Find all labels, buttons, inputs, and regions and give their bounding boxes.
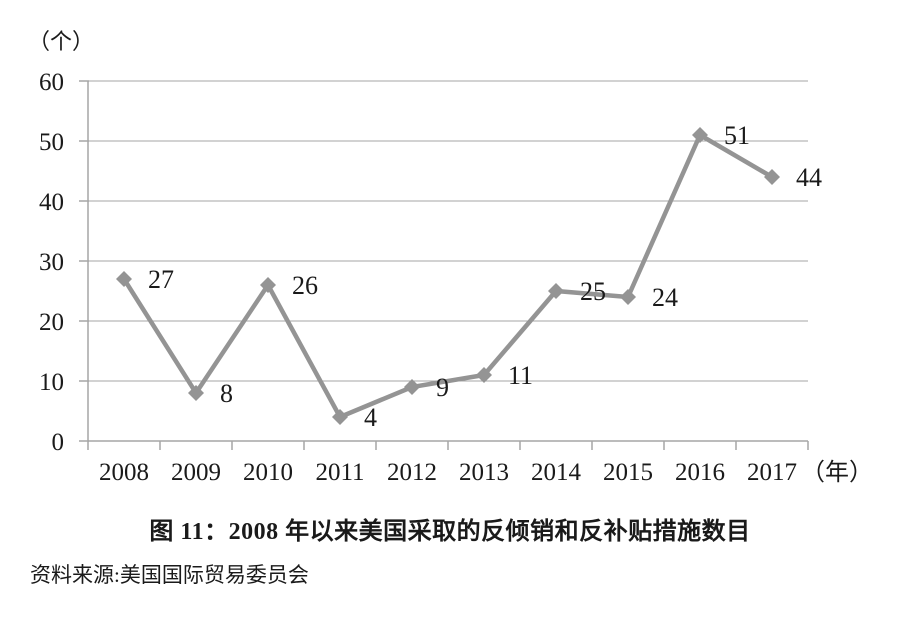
- x-tick-label: 2013: [459, 459, 509, 486]
- data-value-label: 8: [220, 379, 233, 408]
- gridlines: [88, 80, 808, 382]
- data-point-marker: [332, 409, 348, 425]
- data-value-label: 11: [508, 361, 533, 390]
- figure-caption: 图 11：2008 年以来美国采取的反倾销和反补贴措施数目: [149, 519, 751, 545]
- data-value-label: 4: [364, 403, 377, 432]
- data-value-label: 25: [580, 277, 606, 306]
- data-value-label: 24: [652, 283, 678, 312]
- data-series: [116, 127, 780, 425]
- x-tick-label: 2015: [603, 459, 653, 486]
- x-tick-label: 2017: [747, 459, 797, 486]
- x-tick-label: 2009: [171, 459, 221, 486]
- figure-source: 资料来源:美国国际贸易委员会: [30, 563, 309, 587]
- data-value-label: 26: [292, 271, 318, 300]
- x-tick-label: 2012: [387, 459, 437, 486]
- data-value-label: 51: [724, 121, 750, 150]
- data-point-marker: [116, 271, 132, 287]
- data-point-marker: [260, 277, 276, 293]
- y-tick-label: 30: [39, 249, 64, 276]
- data-point-marker: [476, 367, 492, 383]
- y-axis-unit-label: （个）: [28, 29, 94, 54]
- y-tick-label: 10: [39, 369, 64, 396]
- data-point-marker: [404, 379, 420, 395]
- y-tick-label: 0: [52, 429, 65, 456]
- y-tick-label: 40: [39, 189, 64, 216]
- data-point-marker: [764, 169, 780, 185]
- data-point-marker: [620, 289, 636, 305]
- x-tick-label: 2010: [243, 459, 293, 486]
- x-axis-tick-labels: 2008 2009 2010 2011 2012 2013 2014 2015 2016 2017: [99, 459, 797, 486]
- x-axis-unit-label: （年）: [801, 459, 873, 486]
- y-tick-label: 20: [39, 309, 64, 336]
- data-value-labels: 27 8 26 4 9 11 25 24 51 44: [148, 121, 822, 432]
- y-tick-label: 50: [39, 129, 64, 156]
- x-tick-label: 2011: [315, 459, 364, 486]
- data-value-label: 27: [148, 265, 174, 294]
- y-tick-label: 60: [39, 69, 64, 96]
- data-value-label: 9: [436, 373, 449, 402]
- data-point-marker: [188, 385, 204, 401]
- data-value-label: 44: [796, 163, 822, 192]
- x-tick-label: 2008: [99, 459, 149, 486]
- axes: [79, 80, 809, 450]
- y-axis-tick-labels: 0 10 20 30 40 50 60: [39, 69, 64, 456]
- data-point-marker: [548, 283, 564, 299]
- x-tick-label: 2014: [531, 459, 582, 486]
- data-point-marker: [692, 127, 708, 143]
- x-tick-label: 2016: [675, 459, 725, 486]
- series-line: [122, 131, 774, 420]
